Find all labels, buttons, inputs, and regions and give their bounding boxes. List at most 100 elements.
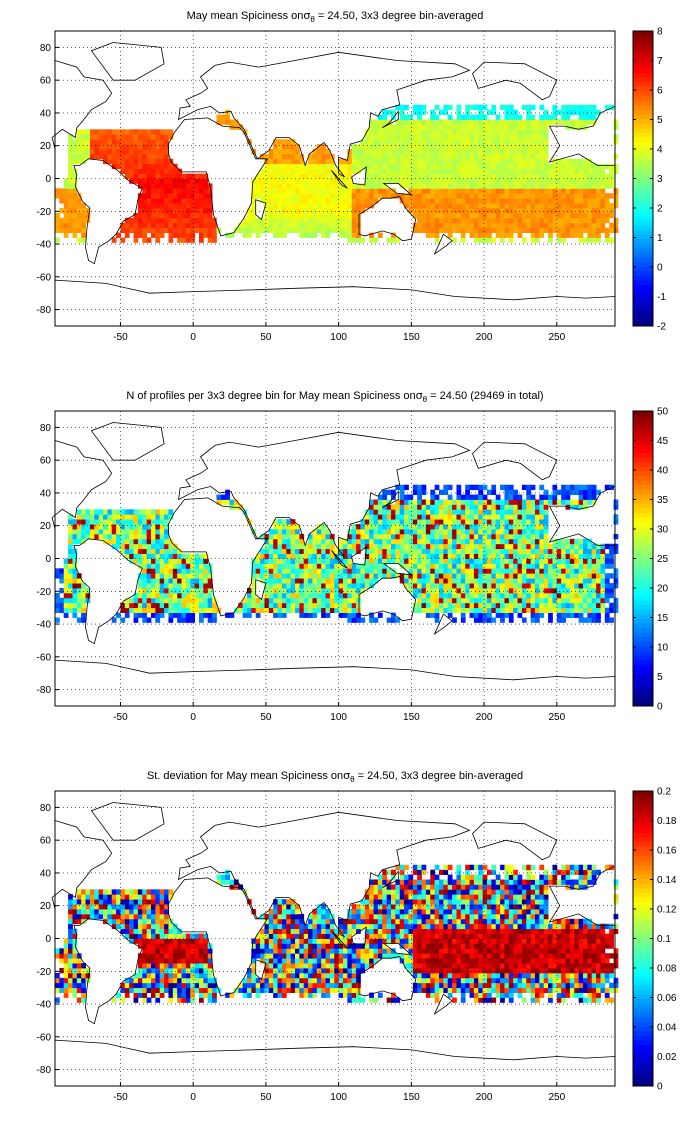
heatmap-cell xyxy=(469,529,475,535)
heatmap-cell xyxy=(487,208,492,214)
heatmap-cell xyxy=(552,588,558,594)
heatmap-cell xyxy=(151,173,156,179)
heatmap-cell xyxy=(447,193,453,199)
heatmap-cell xyxy=(535,509,540,515)
heatmap-cell xyxy=(111,514,117,520)
heatmap-cell xyxy=(574,543,580,550)
heatmap-cell xyxy=(504,227,510,233)
heatmap-cell xyxy=(495,203,501,209)
heatmap-cell xyxy=(526,134,532,140)
heatmap-cell xyxy=(491,548,497,554)
heatmap-cell xyxy=(421,203,427,209)
heatmap-cell xyxy=(600,548,606,554)
heatmap-cell xyxy=(404,543,409,550)
heatmap-cell xyxy=(312,188,318,194)
heatmap-cell xyxy=(513,504,518,510)
heatmap-cell xyxy=(185,212,191,219)
heatmap-cell xyxy=(360,139,366,145)
x-tick-label: 50 xyxy=(260,332,272,343)
heatmap-cell xyxy=(526,173,532,179)
heatmap-cell xyxy=(530,203,536,209)
heatmap-cell xyxy=(609,617,614,623)
heatmap-cell xyxy=(364,188,370,194)
heatmap-cell xyxy=(500,193,505,199)
heatmap-cell xyxy=(373,144,379,150)
heatmap-cell xyxy=(203,592,209,599)
heatmap-cell xyxy=(487,119,492,125)
heatmap-cell xyxy=(526,568,532,574)
heatmap-cell xyxy=(295,607,300,613)
heatmap-cell xyxy=(526,212,532,219)
heatmap-cell xyxy=(434,178,440,184)
heatmap-cell xyxy=(478,212,484,219)
heatmap-cell xyxy=(583,489,588,495)
heatmap-cell xyxy=(404,158,409,165)
heatmap-cell xyxy=(369,237,374,243)
heatmap-cell xyxy=(412,607,418,613)
heatmap-cell xyxy=(556,563,562,569)
heatmap-cell xyxy=(609,543,614,550)
heatmap-cell xyxy=(194,222,200,229)
heatmap-cell xyxy=(526,183,532,189)
heatmap-cell xyxy=(321,583,326,589)
heatmap-cell xyxy=(185,997,191,1003)
heatmap-cell xyxy=(443,597,449,604)
heatmap-cell xyxy=(521,548,527,554)
heatmap-cell xyxy=(561,583,566,589)
heatmap-cell xyxy=(473,134,479,140)
heatmap-cell xyxy=(111,524,117,530)
heatmap-cell xyxy=(295,198,300,204)
heatmap-cell xyxy=(421,139,427,145)
heatmap-cell xyxy=(124,139,130,145)
heatmap-cell xyxy=(508,612,514,618)
heatmap-cell xyxy=(447,232,453,238)
heatmap-cell xyxy=(513,129,518,135)
heatmap-cell xyxy=(504,232,510,238)
heatmap-cell xyxy=(268,592,274,599)
heatmap-cell xyxy=(247,612,252,618)
heatmap-cell xyxy=(151,193,156,199)
heatmap-cell xyxy=(329,563,335,569)
heatmap-cell xyxy=(613,168,619,174)
heatmap-cell xyxy=(504,163,510,170)
heatmap-cell xyxy=(137,607,143,613)
heatmap-cell xyxy=(268,578,274,584)
heatmap-cell xyxy=(561,484,566,491)
heatmap-cell xyxy=(408,578,414,584)
heatmap-cell xyxy=(382,124,388,130)
heatmap-cell xyxy=(443,217,449,224)
heatmap-cell xyxy=(107,509,113,515)
heatmap-cell xyxy=(491,139,497,145)
heatmap-cell xyxy=(142,543,148,550)
heatmap-cell xyxy=(264,163,270,170)
heatmap-cell xyxy=(421,198,427,204)
heatmap-cell xyxy=(133,529,139,535)
heatmap-cell xyxy=(425,153,431,160)
heatmap-cell xyxy=(500,212,505,219)
heatmap-cell xyxy=(417,212,422,219)
heatmap-cell xyxy=(172,183,178,189)
heatmap-cell xyxy=(290,538,296,545)
heatmap-cell xyxy=(103,158,108,165)
heatmap-cell xyxy=(526,168,532,174)
heatmap-cell xyxy=(417,548,422,554)
heatmap-cell xyxy=(404,524,409,530)
heatmap-cell xyxy=(124,514,130,520)
heatmap-cell xyxy=(469,524,475,530)
heatmap-cell xyxy=(325,183,331,189)
heatmap-cell xyxy=(120,139,126,145)
heatmap-cell xyxy=(443,168,449,174)
heatmap-cell xyxy=(491,129,497,135)
heatmap-cell xyxy=(578,212,584,219)
heatmap-cell xyxy=(190,568,196,574)
heatmap-cell xyxy=(460,509,466,515)
heatmap-cell xyxy=(312,227,318,233)
heatmap-cell xyxy=(408,114,414,120)
heatmap-cell xyxy=(404,558,409,564)
heatmap-cell xyxy=(452,597,457,604)
heatmap-cell xyxy=(351,183,357,189)
colorbar-step xyxy=(633,567,653,573)
heatmap-cell xyxy=(399,168,405,174)
heatmap-cell xyxy=(364,519,370,525)
heatmap-cell xyxy=(155,232,161,238)
